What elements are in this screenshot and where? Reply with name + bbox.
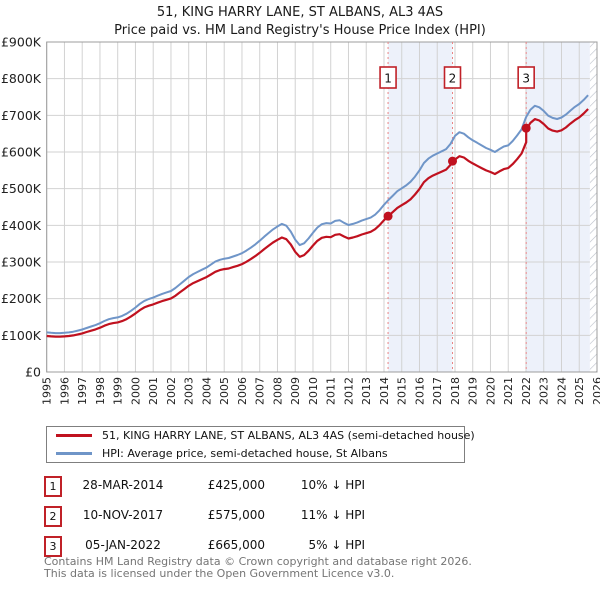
sale-2-date: 10-NOV-2017: [82, 508, 164, 522]
svg-text:2014: 2014: [378, 377, 391, 405]
svg-text:2010: 2010: [307, 377, 320, 405]
svg-text:£300K: £300K: [1, 255, 42, 270]
svg-text:2002: 2002: [165, 377, 178, 405]
sale-3-marker-badge: 3: [44, 536, 62, 557]
svg-text:2007: 2007: [254, 377, 267, 405]
svg-text:£600K: £600K: [1, 145, 42, 160]
svg-text:2004: 2004: [200, 377, 213, 405]
price-paid-line-swatch: [56, 434, 92, 438]
svg-text:1: 1: [384, 72, 392, 86]
svg-text:£900K: £900K: [1, 35, 42, 50]
legend-item-hpi: HPI: Average price, semi-detached house,…: [56, 445, 464, 463]
svg-text:2005: 2005: [218, 377, 231, 405]
svg-text:2025: 2025: [573, 377, 586, 405]
legend-label-hpi: HPI: Average price, semi-detached house,…: [102, 446, 388, 460]
svg-text:2024: 2024: [555, 377, 568, 405]
price-chart: 1 2 3 £0 £100K £200K £300K £400K £500K £600K £700K…: [1, 35, 600, 406]
sale-3-date: 05-JAN-2022: [85, 538, 161, 552]
footer-line-2: This data is licensed under the Open Gov…: [44, 567, 395, 580]
sale-row-2: 2 10-NOV-2017 £575,000 11% ↓ HPI: [0, 506, 600, 527]
svg-text:3: 3: [522, 72, 530, 86]
svg-text:2015: 2015: [396, 377, 409, 405]
page-title: 51, KING HARRY LANE, ST ALBANS, AL3 4AS: [156, 5, 444, 20]
svg-text:2022: 2022: [520, 377, 533, 405]
svg-text:£100K: £100K: [1, 328, 42, 343]
svg-text:2019: 2019: [467, 377, 480, 405]
svg-text:£400K: £400K: [1, 218, 42, 233]
sale-2-marker-badge: 2: [44, 506, 62, 527]
svg-text:1997: 1997: [76, 377, 89, 405]
svg-text:2012: 2012: [342, 377, 355, 405]
footer-line-1: Contains HM Land Registry data © Crown c…: [44, 555, 472, 568]
svg-text:2018: 2018: [449, 377, 462, 405]
chart-legend: 51, KING HARRY LANE, ST ALBANS, AL3 4AS …: [46, 426, 475, 463]
svg-text:2023: 2023: [538, 377, 551, 405]
sale-row-3: 3 05-JAN-2022 £665,000 5% ↓ HPI: [0, 536, 600, 557]
svg-text:2008: 2008: [271, 377, 284, 405]
sale-1-price: £425,000: [207, 478, 265, 492]
svg-text:1995: 1995: [41, 377, 54, 405]
sale-1-date: 28-MAR-2014: [82, 478, 164, 492]
legend-label-price-paid: 51, KING HARRY LANE, ST ALBANS, AL3 4AS …: [102, 429, 475, 443]
svg-text:2016: 2016: [413, 377, 426, 405]
svg-text:2000: 2000: [129, 377, 142, 405]
svg-text:2: 2: [449, 72, 457, 86]
sale-row-1: 1 28-MAR-2014 £425,000 10% ↓ HPI: [0, 476, 600, 497]
svg-text:1996: 1996: [58, 377, 71, 405]
svg-text:2020: 2020: [484, 377, 497, 405]
license-footer: Contains HM Land Registry data © Crown c…: [44, 556, 472, 580]
svg-text:£200K: £200K: [1, 291, 42, 306]
svg-text:2001: 2001: [147, 377, 160, 405]
svg-text:1999: 1999: [112, 377, 125, 405]
svg-text:£700K: £700K: [1, 108, 42, 123]
sale-2-price: £575,000: [207, 508, 265, 522]
legend-item-price-paid: 51, KING HARRY LANE, ST ALBANS, AL3 4AS …: [56, 427, 475, 445]
svg-text:2003: 2003: [183, 377, 196, 405]
hpi-line-swatch: [56, 451, 92, 455]
sale-1-vs-hpi: 10% ↓ HPI: [300, 478, 365, 492]
sale-3-price: £665,000: [207, 538, 265, 552]
svg-text:2009: 2009: [289, 377, 302, 405]
svg-text:2011: 2011: [325, 377, 338, 405]
sale-1-marker-badge: 1: [44, 476, 62, 497]
sale-3-vs-hpi: 5% ↓ HPI: [308, 538, 365, 552]
svg-text:1998: 1998: [94, 377, 107, 405]
svg-text:£0: £0: [25, 365, 41, 380]
svg-text:2013: 2013: [360, 377, 373, 405]
svg-text:£500K: £500K: [1, 181, 42, 196]
svg-text:2021: 2021: [502, 377, 515, 405]
sale-2-vs-hpi: 11% ↓ HPI: [300, 508, 365, 522]
svg-text:2017: 2017: [431, 377, 444, 405]
svg-text:2026: 2026: [591, 377, 600, 405]
page-subtitle: Price paid vs. HM Land Registry's House …: [114, 23, 486, 38]
svg-text:2006: 2006: [236, 377, 249, 405]
svg-text:£800K: £800K: [1, 71, 42, 86]
